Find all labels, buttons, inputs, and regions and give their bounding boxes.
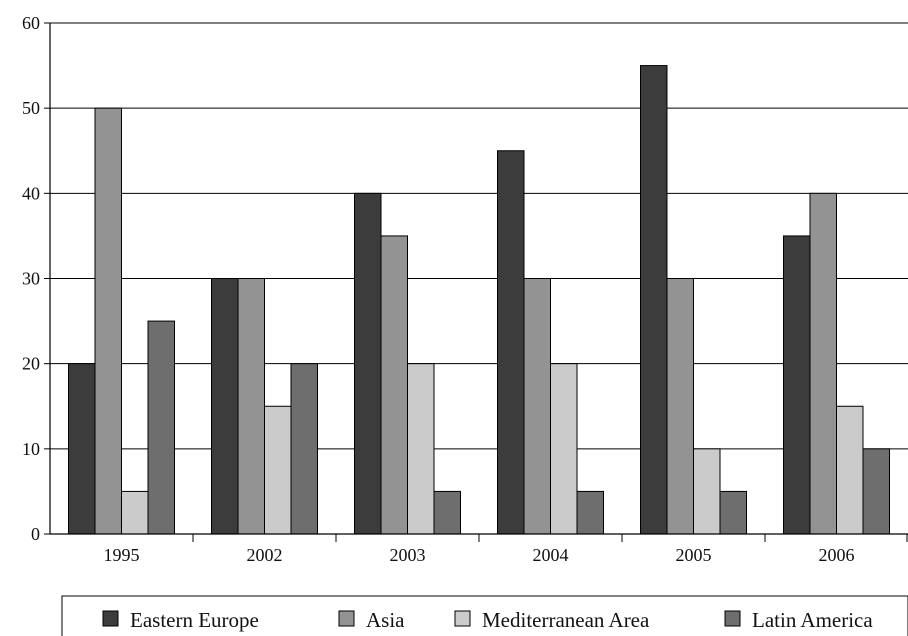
bar-eastern-europe-2005: [640, 65, 668, 535]
bar-asia-2002: [237, 278, 265, 535]
legend: Eastern Europe Asia Mediterranean Area Lati…: [61, 595, 908, 636]
bar-latin-america-1995: [147, 320, 175, 535]
bar-asia-2005: [666, 278, 694, 535]
legend-swatch-mediterranean-area: [454, 610, 471, 627]
bar-eastern-europe-1995: [68, 363, 96, 535]
y-tick-label: 50: [22, 98, 40, 118]
x-tick-label: 2002: [247, 545, 283, 565]
legend-label: Latin America: [752, 608, 873, 632]
legend-label: Mediterranean Area: [482, 608, 650, 632]
y-tick-label: 20: [22, 354, 40, 374]
y-tick-label: 40: [22, 183, 40, 203]
legend-label: Eastern Europe: [130, 608, 259, 632]
x-tick-label: 2005: [676, 545, 712, 565]
bar-asia-2004: [523, 278, 551, 535]
bar-mediterranean-area-2004: [550, 363, 578, 535]
legend-box: [61, 595, 908, 636]
legend-swatch-asia: [338, 610, 355, 627]
bar-mediterranean-area-2003: [407, 363, 435, 535]
legend-swatch-eastern-europe: [102, 610, 119, 627]
x-tick-label: 2004: [533, 545, 569, 565]
bar-asia-2006: [809, 192, 837, 535]
y-tick-label: 0: [31, 524, 40, 544]
bar-mediterranean-area-2002: [264, 405, 292, 535]
x-tick-label: 1995: [104, 545, 140, 565]
bars: [68, 65, 890, 535]
bar-latin-america-2003: [433, 490, 461, 535]
gridlines: [50, 22, 908, 450]
bar-eastern-europe-2004: [497, 150, 525, 535]
x-tick-label: 2003: [390, 545, 426, 565]
bar-latin-america-2004: [576, 490, 604, 535]
bar-asia-1995: [94, 107, 122, 535]
y-tick-label: 30: [22, 269, 40, 289]
axes: 0 10 20 30 40 50 60 1995 2002 2003 2004 2005 2006: [22, 13, 908, 565]
bar-latin-america-2002: [290, 363, 318, 535]
bar-eastern-europe-2003: [354, 192, 382, 535]
y-tick-label: 10: [22, 439, 40, 459]
bar-mediterranean-area-2005: [693, 448, 721, 535]
bar-mediterranean-area-1995: [121, 490, 149, 535]
legend-label: Asia: [366, 608, 405, 632]
bar-latin-america-2006: [862, 448, 890, 535]
legend-swatch-latin-america: [724, 610, 741, 627]
x-tick-label: 2006: [819, 545, 855, 565]
bar-mediterranean-area-2006: [836, 405, 864, 535]
bar-eastern-europe-2006: [783, 235, 811, 535]
bar-latin-america-2005: [719, 490, 747, 535]
bar-eastern-europe-2002: [211, 278, 239, 535]
y-tick-label: 60: [22, 13, 40, 33]
bar-asia-2003: [380, 235, 408, 535]
